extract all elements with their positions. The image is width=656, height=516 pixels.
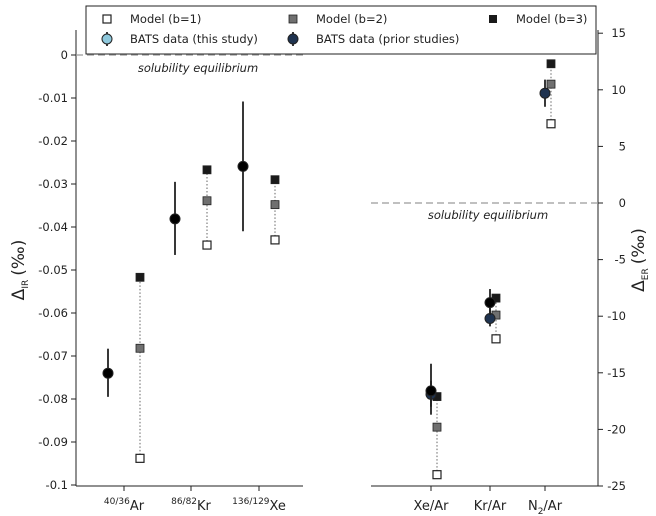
right-y-tick-label: -20 [607, 422, 626, 436]
left-y-ticks: 0 -0.01 -0.02 -0.03 -0.04 -0.05 -0.06 -0.07 -0.0… [38, 48, 76, 492]
right-x-tick-label: Xe/Ar [414, 499, 450, 514]
right-y-tick-label: 5 [619, 139, 626, 153]
left-y-tick-label: -0.01 [38, 91, 68, 105]
right-model-b3-marker [546, 59, 556, 69]
left-model-b1-marker [202, 240, 212, 250]
legend-label-model-b2: Model (b=2) [316, 12, 387, 26]
right-bats-this-point [484, 297, 496, 309]
left-x-tick-label: 86/82Kr [171, 497, 211, 514]
left-bats-this-point [102, 367, 114, 379]
legend-marker-model-b3 [489, 15, 497, 23]
legend-marker-bats-prior [287, 33, 299, 45]
left-y-tick-label: -0.04 [38, 220, 68, 234]
left-x-tick-label: 40/36Ar [104, 497, 145, 514]
legend-label-model-b3: Model (b=3) [516, 12, 587, 26]
left-annotation: solubility equilibrium [138, 61, 258, 75]
right-x-ticks: Xe/Ar Kr/Ar N2/Ar [414, 486, 563, 516]
right-data-marks [371, 59, 598, 480]
right-y-tick-label: -15 [607, 366, 626, 380]
legend-box [85, 5, 597, 55]
legend: Model (b=1) Model (b=2) Model (b=3) BATS… [85, 5, 597, 55]
right-y-tick-label: 0 [619, 196, 626, 210]
right-y-ticks: 15 10 5 0 -5 -10 -15 -20 -25 [598, 26, 626, 493]
legend-label-model-b1: Model (b=1) [130, 12, 201, 26]
left-panel: 0 -0.01 -0.02 -0.03 -0.04 -0.05 -0.06 -0.07 -0.0… [9, 30, 303, 514]
left-y-tick-label: -0.09 [38, 435, 68, 449]
left-y-tick-label: -0.06 [38, 306, 68, 320]
legend-label-bats-prior: BATS data (prior studies) [316, 32, 459, 46]
left-y-tick-label: -0.1 [46, 478, 68, 492]
left-model-b3-marker [202, 165, 212, 175]
left-data-marks [76, 54, 303, 463]
right-y-tick-label: 15 [611, 26, 626, 40]
left-model-b1-marker [270, 235, 280, 245]
left-y-tick-label: -0.03 [38, 177, 68, 191]
right-annotation: solubility equilibrium [428, 208, 548, 222]
right-model-b2-marker [432, 422, 442, 432]
right-y-tick-label: 10 [611, 83, 626, 97]
left-model-b3-marker [270, 175, 280, 185]
right-model-b1-marker [546, 119, 556, 129]
right-y-tick-label: -5 [615, 253, 626, 267]
left-model-b1-marker [135, 453, 145, 463]
right-bats-prior-point [539, 87, 551, 99]
right-panel: 15 10 5 0 -5 -10 -15 -20 -25 Xe/Ar Kr/Ar N2/Ar sol… [371, 26, 651, 516]
right-y-axis-title: ΔER(‰) [629, 228, 651, 292]
left-y-axis-title: ΔIR(‰) [9, 240, 31, 301]
left-y-tick-label: -0.02 [38, 134, 68, 148]
left-bats-this-point [237, 160, 249, 172]
left-model-b2-marker [202, 196, 212, 206]
right-x-tick-label: Kr/Ar [474, 499, 507, 514]
right-bats-this-point [425, 385, 437, 397]
left-model-b2-marker [270, 200, 280, 210]
left-y-tick-label: -0.08 [38, 392, 68, 406]
legend-label-bats-this: BATS data (this study) [130, 32, 258, 46]
right-x-tick-label: N2/Ar [528, 499, 563, 516]
left-y-tick-label: -0.07 [38, 349, 68, 363]
legend-marker-model-b1 [102, 14, 112, 24]
left-model-b3-marker [135, 272, 145, 282]
left-bats-this-point [169, 213, 181, 225]
right-model-b1-marker [432, 470, 442, 480]
left-y-tick-label: -0.05 [38, 263, 68, 277]
left-x-ticks: 40/36Ar 86/82Kr 136/129Xe [104, 486, 286, 514]
right-y-tick-label: -25 [607, 479, 626, 493]
left-x-tick-label: 136/129Xe [232, 497, 286, 514]
left-y-tick-label: 0 [61, 48, 68, 62]
legend-marker-bats-this [101, 33, 113, 45]
left-model-b2-marker [135, 343, 145, 353]
right-model-b1-marker [491, 334, 501, 344]
right-model-b2-marker [546, 79, 556, 89]
legend-marker-model-b2 [288, 14, 298, 24]
right-y-tick-label: -10 [607, 309, 626, 323]
